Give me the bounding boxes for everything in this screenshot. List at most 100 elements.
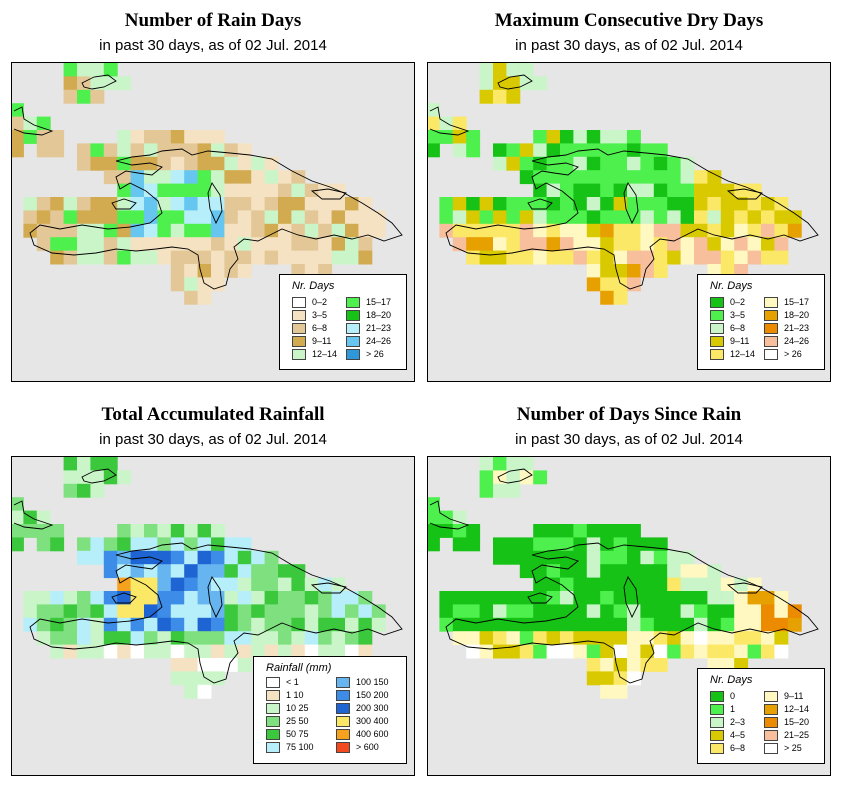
grid-cell — [63, 604, 78, 619]
grid-cell — [291, 183, 306, 198]
grid-cell — [667, 591, 682, 605]
grid-cell — [36, 143, 51, 158]
grid-cell — [117, 631, 132, 646]
grid-cell — [197, 550, 212, 565]
legend-swatch — [710, 730, 724, 741]
grid-cell — [506, 631, 521, 646]
grid-cell — [627, 617, 641, 632]
grid-cell — [211, 631, 225, 646]
grid-cell — [627, 130, 641, 144]
grid-cell — [23, 223, 38, 238]
grid-cell — [278, 170, 292, 185]
grid-cell — [237, 658, 252, 672]
legend-swatch — [266, 716, 280, 727]
grid-cell — [774, 210, 789, 225]
grid-cell — [452, 210, 467, 225]
grid-cell — [251, 223, 266, 238]
grid-cell — [734, 250, 749, 265]
grid-cell — [479, 631, 494, 646]
grid-cell — [667, 156, 682, 171]
grid-cell — [428, 143, 440, 158]
grid-cell — [211, 156, 225, 171]
grid-cell — [640, 564, 655, 579]
grid-cell — [197, 524, 212, 538]
grid-cell — [774, 197, 789, 211]
grid-cell — [627, 564, 641, 579]
grid-cell — [184, 577, 199, 592]
grid-cell — [358, 591, 373, 605]
legend-label: 9–11 — [312, 336, 332, 346]
grid-cell — [586, 617, 601, 632]
grid-cell — [197, 156, 212, 171]
grid-cell — [747, 591, 762, 605]
legend-label: 21–25 — [784, 730, 810, 740]
grid-cell — [184, 197, 199, 211]
grid-cell — [224, 223, 239, 238]
grid-cell — [318, 210, 333, 225]
grid-cell — [479, 644, 494, 659]
grid-cell — [50, 143, 65, 158]
grid-cell — [586, 156, 601, 171]
grid-cell — [170, 130, 185, 144]
coastline — [623, 182, 639, 225]
grid-cell — [144, 170, 158, 185]
grid-cell — [452, 223, 467, 238]
legend-label: 2–3 — [730, 717, 746, 727]
grid-cell — [224, 264, 239, 278]
grid-cell — [720, 250, 735, 265]
legend-label: > 25 — [784, 743, 802, 753]
grid-cell — [318, 644, 333, 659]
coastline — [81, 468, 117, 484]
grid-cell — [184, 658, 199, 672]
grid-cell — [117, 577, 132, 592]
grid-cell — [613, 564, 628, 579]
panel-title: Total Accumulated Rainfall — [101, 404, 325, 425]
grid-cell — [586, 277, 601, 292]
grid-cell — [787, 604, 802, 619]
grid-cell — [144, 644, 158, 659]
grid-cell — [774, 591, 789, 605]
grid-cell — [667, 644, 682, 659]
grid-cell — [546, 130, 561, 144]
grid-cell — [264, 156, 279, 171]
grid-cell — [600, 210, 615, 225]
grid-cell — [23, 130, 38, 144]
grid-cell — [117, 130, 132, 144]
grid-cell — [170, 550, 185, 565]
grid-cell — [600, 644, 615, 659]
legend-label: 6–8 — [312, 323, 328, 333]
grid-cell — [77, 156, 91, 171]
grid-cell — [600, 604, 615, 619]
grid-cell — [667, 170, 682, 185]
grid-cell — [667, 604, 682, 619]
grid-cell — [506, 210, 521, 225]
legend-swatch — [764, 336, 778, 347]
grid-cell — [560, 250, 574, 265]
grid-cell — [90, 644, 105, 659]
grid-cell — [197, 277, 212, 292]
grid-cell — [117, 250, 132, 265]
legend-title: Rainfall (mm) — [266, 662, 332, 674]
grid-cell — [533, 130, 548, 144]
grid-cell — [600, 524, 615, 538]
legend-label: 3–5 — [730, 310, 746, 320]
grid-cell — [761, 591, 775, 605]
coastline — [429, 500, 470, 530]
grid-cell — [197, 658, 212, 672]
grid-cell — [184, 617, 199, 632]
grid-cell — [184, 264, 199, 278]
grid-cell — [439, 116, 454, 131]
grid-cell — [157, 564, 172, 579]
grid-cell — [533, 617, 548, 632]
grid-cell — [747, 223, 762, 238]
grid-cell — [170, 604, 185, 619]
grid-cell — [653, 550, 668, 565]
grid-cell — [117, 644, 132, 659]
grid-cell — [667, 223, 682, 238]
grid-cell — [560, 197, 574, 211]
grid-cell — [506, 156, 521, 171]
grid-cell — [130, 210, 145, 225]
grid-cell — [23, 617, 38, 632]
grid-cell — [667, 250, 682, 265]
grid-cell — [707, 591, 722, 605]
